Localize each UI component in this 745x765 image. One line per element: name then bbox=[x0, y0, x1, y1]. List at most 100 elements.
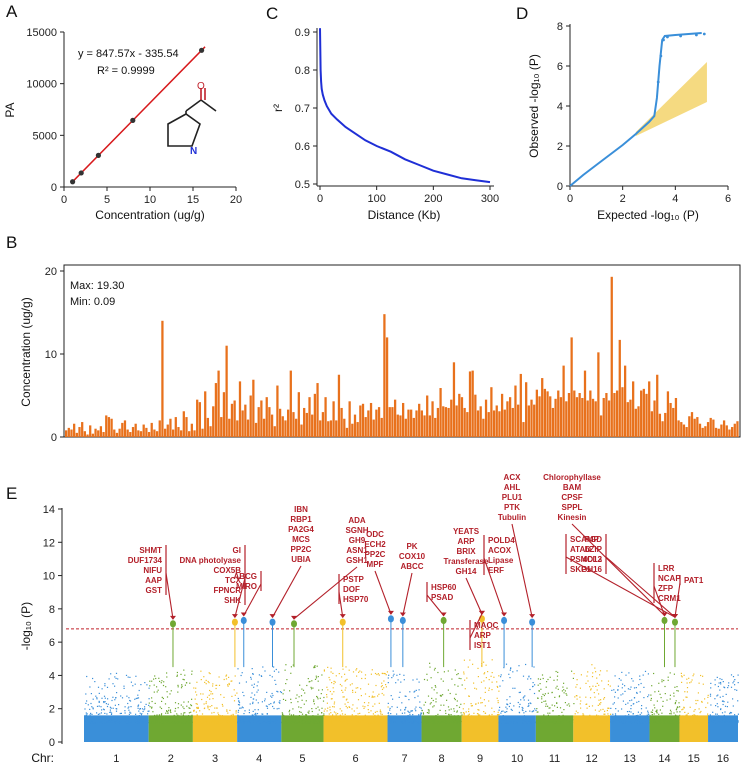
panel-e-snp-point bbox=[553, 679, 555, 681]
panel-e-snp-point bbox=[374, 672, 377, 675]
panel-e-snp-point bbox=[723, 686, 725, 688]
panel-e-snp-point bbox=[94, 681, 96, 683]
panel-e-snp-point bbox=[735, 722, 737, 724]
panel-b-bar bbox=[570, 337, 573, 437]
panel-e-snp-point bbox=[423, 716, 425, 718]
panel-e-snp-point bbox=[539, 721, 541, 723]
panel-e-snp-point bbox=[607, 717, 609, 719]
panel-e-snp-point bbox=[96, 721, 98, 723]
panel-e-snp-point bbox=[252, 714, 254, 716]
panel-b-bar bbox=[359, 405, 362, 437]
panel-e-snp-point bbox=[460, 721, 462, 723]
panel-e-snp-point bbox=[502, 710, 504, 712]
panel-e-snp-point bbox=[376, 710, 378, 713]
panel-e-snp-point bbox=[669, 713, 671, 715]
panel-e-snp-point bbox=[653, 672, 655, 675]
panel-e-snp-point bbox=[674, 703, 676, 705]
panel-e-snp-point bbox=[255, 714, 257, 716]
panel-e-snp-point bbox=[235, 710, 237, 712]
panel-e-snp-point bbox=[523, 696, 525, 698]
panel-e-snp-point bbox=[382, 722, 384, 724]
panel-b-bar bbox=[450, 399, 453, 437]
panel-e-snp-point bbox=[559, 707, 562, 709]
panel-e-snp-point bbox=[347, 701, 349, 703]
panel-e-snp-point bbox=[533, 666, 535, 668]
panel-e-snp-point bbox=[716, 676, 718, 678]
panel-e-snp-point bbox=[140, 719, 142, 721]
panel-e-snp-point bbox=[529, 702, 531, 704]
panel-e-snp-point bbox=[678, 722, 680, 724]
panel-e-snp-point bbox=[208, 717, 210, 719]
panel-e-snp-point bbox=[144, 706, 146, 708]
panel-e-snp-point bbox=[530, 702, 532, 705]
panel-e-snp-point bbox=[159, 718, 161, 720]
panel-e-snp-point bbox=[245, 720, 247, 722]
panel-e-snp-point bbox=[385, 715, 387, 717]
panel-e-snp-point bbox=[390, 720, 392, 722]
panel-e-snp-point bbox=[104, 701, 106, 703]
panel-e-snp-point bbox=[729, 713, 731, 715]
panel-e-snp-point bbox=[509, 669, 511, 671]
panel-e-snp-point bbox=[478, 709, 480, 711]
panel-e-snp-point bbox=[144, 715, 146, 717]
panel-e-chromosome-2-points bbox=[148, 669, 194, 742]
panel-b-bar bbox=[97, 430, 100, 437]
panel-b-bar bbox=[337, 374, 341, 437]
panel-e-snp-point bbox=[659, 720, 661, 722]
panel-e-snp-point bbox=[174, 717, 176, 719]
panel-e-snp-point bbox=[202, 722, 204, 724]
panel-b-bar bbox=[658, 413, 662, 437]
panel-e-snp-point bbox=[285, 721, 287, 723]
panel-e-snp-point bbox=[112, 707, 114, 709]
panel-e-chr-label: 6 bbox=[352, 753, 358, 765]
panel-e-snp-point bbox=[403, 720, 405, 722]
panel-e-snp-point bbox=[332, 714, 334, 716]
panel-e-snp-point bbox=[326, 696, 328, 698]
panel-e-snp-point bbox=[620, 694, 622, 696]
panel-e-snp-point bbox=[633, 721, 635, 723]
panel-e-snp-point bbox=[706, 718, 708, 720]
panel-e-snp-point bbox=[736, 718, 738, 720]
panel-e-snp-point bbox=[473, 712, 475, 714]
panel-e-snp-point bbox=[714, 698, 716, 700]
panel-e-snp-point bbox=[710, 687, 712, 689]
panel-e-snp-point bbox=[523, 715, 525, 717]
panel-e-snp-point bbox=[113, 717, 115, 719]
panel-e-snp-point bbox=[86, 675, 88, 678]
panel-e-snp-point bbox=[663, 719, 665, 722]
panel-e-snp-point bbox=[306, 717, 308, 719]
panel-b-bar bbox=[466, 412, 469, 437]
panel-e-snp-point bbox=[587, 671, 589, 673]
panel-e-snp-point bbox=[248, 716, 250, 719]
panel-e-snp-point bbox=[311, 708, 313, 710]
panel-e-snp-point bbox=[160, 720, 162, 722]
panel-e-snp-point bbox=[598, 699, 600, 701]
panel-e-snp-point bbox=[700, 722, 702, 724]
panel-e-snp-point bbox=[373, 719, 375, 722]
panel-e-snp-point bbox=[390, 695, 392, 697]
panel-e-snp-point bbox=[727, 717, 729, 719]
panel-e-snp-point bbox=[458, 721, 460, 723]
panel-e-snp-point bbox=[471, 720, 473, 722]
panel-e-snp-point bbox=[678, 716, 680, 718]
panel-e-snp-point bbox=[151, 680, 153, 682]
panel-e-snp-point bbox=[474, 687, 476, 689]
panel-e-snp-point bbox=[721, 678, 723, 681]
panel-e-snp-point bbox=[225, 721, 228, 723]
panel-a-data-point bbox=[78, 170, 84, 176]
panel-e-snp-point bbox=[196, 722, 199, 724]
panel-c-decay-line bbox=[319, 28, 491, 184]
panel-e-snp-point bbox=[676, 690, 678, 692]
panel-b-bar bbox=[632, 381, 635, 437]
panel-e-snp-point bbox=[467, 714, 469, 716]
panel-e-snp-point bbox=[336, 722, 338, 724]
panel-e-snp-point bbox=[127, 722, 129, 724]
panel-e-snp-point bbox=[144, 682, 146, 684]
panel-e-snp-point bbox=[368, 695, 370, 698]
panel-e-snp-point bbox=[84, 715, 86, 717]
panel-e-snp-point bbox=[249, 717, 251, 719]
panel-b-bar bbox=[233, 400, 236, 437]
panel-b-bar bbox=[343, 418, 346, 437]
